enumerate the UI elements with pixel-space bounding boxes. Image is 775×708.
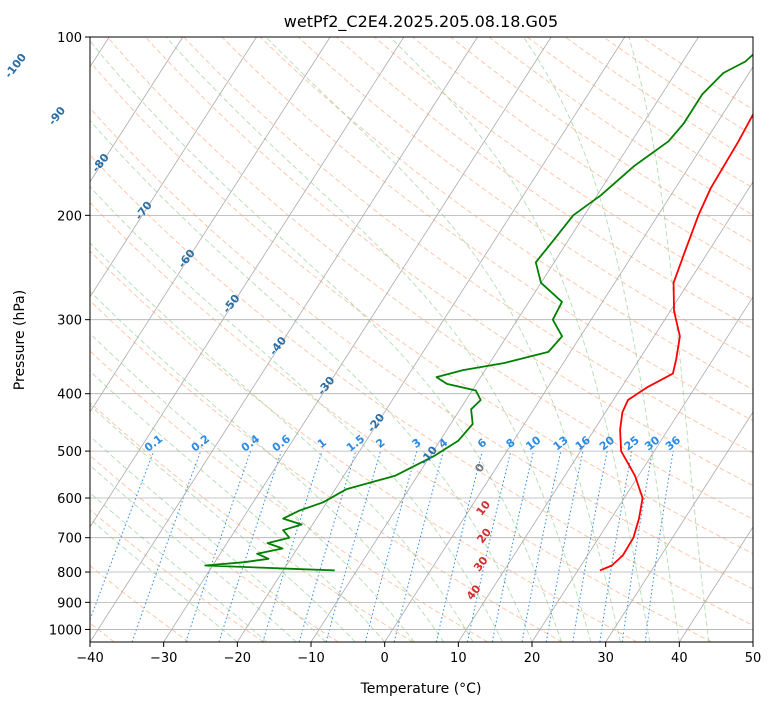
dry-adiabat-line [90, 509, 264, 642]
dry-adiabats [90, 37, 753, 642]
mixing-ratio-line [298, 450, 357, 642]
moist-adiabat-line [90, 492, 268, 642]
dry-adiabat-line [90, 299, 563, 642]
dry-adiabat-line [90, 154, 753, 626]
x-axis-title: Temperature (°C) [360, 681, 482, 697]
dry-adiabat-line [90, 402, 414, 642]
x-axis-ticks: −40 −30 −20 −10 0 10 20 30 40 50 [76, 642, 761, 666]
isotherm-line [678, 526, 753, 642]
y-tick-label: 1000 [49, 623, 82, 638]
dry-adiabat-line [335, 37, 753, 330]
moist-adiabat-line [90, 518, 238, 642]
dewpoint-profile-line [204, 53, 753, 572]
y-tick-label: 300 [57, 314, 82, 329]
isotherm-line [384, 66, 753, 642]
moist-adiabat-line [90, 435, 327, 642]
isotherm-line [457, 181, 753, 642]
mixing-ratio-line [262, 450, 323, 642]
x-tick-label: 40 [671, 651, 688, 666]
mixing-ratio-line [491, 450, 534, 642]
x-tick-label: −30 [150, 651, 177, 666]
y-axis-title: Pressure (hPa) [12, 290, 28, 390]
y-tick-label: 900 [57, 596, 82, 611]
mixing-ratio-line [621, 451, 653, 642]
plot-frame [89, 36, 754, 643]
dry-adiabat-line [90, 107, 753, 590]
dry-adiabat-line [373, 37, 753, 301]
dry-adiabat-line [90, 350, 488, 642]
y-tick-label: 600 [57, 492, 82, 507]
isotherm-line [531, 296, 753, 642]
moist-adiabat-line [165, 37, 592, 642]
mixing-ratio-line [644, 451, 674, 642]
mixing-ratio-line [467, 450, 512, 642]
dry-adiabat-line [144, 37, 753, 487]
dry-adiabat-line [183, 37, 753, 454]
mixing-ratio-line [435, 450, 483, 642]
moist-adiabat-line [265, 37, 621, 642]
moist-adiabat-line [389, 37, 651, 642]
mixing-ratio-line [218, 450, 282, 642]
isotherm-line [90, 37, 257, 298]
y-tick-label: 400 [57, 388, 82, 403]
isotherm-line [605, 411, 753, 642]
y-tick-label: 700 [57, 532, 82, 547]
x-tick-label: 50 [745, 651, 762, 666]
isotherm-line [163, 37, 552, 642]
x-tick-label: −40 [76, 651, 103, 666]
isotherm-line [90, 37, 331, 413]
dry-adiabat-line [106, 37, 753, 520]
moist-adiabat-line [628, 37, 710, 642]
y-tick-label: 100 [57, 31, 82, 46]
y-axis-ticks: 100 200 300 400 500 600 700 800 900 1000 [49, 31, 90, 638]
x-tick-label: −10 [297, 651, 324, 666]
moist-adiabat-line [90, 404, 356, 642]
profile-series [204, 53, 753, 572]
isotherm-line [90, 37, 405, 528]
y-tick-label: 500 [57, 445, 82, 460]
x-tick-label: 30 [597, 651, 614, 666]
y-tick-label: 800 [57, 566, 82, 581]
isobar-gridlines [90, 37, 753, 630]
isotherm-line [310, 37, 699, 642]
mixing-ratio-line [185, 450, 252, 642]
isotherm-gridlines [90, 37, 753, 642]
moist-adiabat-line [523, 37, 680, 642]
x-tick-label: 20 [524, 651, 541, 666]
dry-adiabat-line [90, 201, 712, 642]
x-tick-label: 0 [381, 651, 389, 666]
isotherm-line [90, 37, 184, 183]
moist-adiabat-line [90, 186, 503, 642]
dry-adiabat-line [90, 61, 753, 555]
moist-adiabat-line [90, 290, 444, 642]
y-tick-label: 200 [57, 209, 82, 224]
x-tick-label: −20 [224, 651, 251, 666]
mixing-ratio-line [364, 450, 418, 642]
isotherm-line [236, 37, 626, 642]
x-tick-label: 10 [450, 651, 467, 666]
chart-title: wetPf2_C2E4.2025.205.08.18.G05 [284, 12, 558, 32]
mixing-ratio-line [325, 450, 382, 642]
dry-adiabat-line [221, 37, 753, 422]
isotherm-line [90, 37, 478, 642]
moist-adiabat-line [90, 370, 386, 642]
temperature-profile-line [599, 112, 753, 572]
moist-adiabat-line [90, 40, 562, 642]
